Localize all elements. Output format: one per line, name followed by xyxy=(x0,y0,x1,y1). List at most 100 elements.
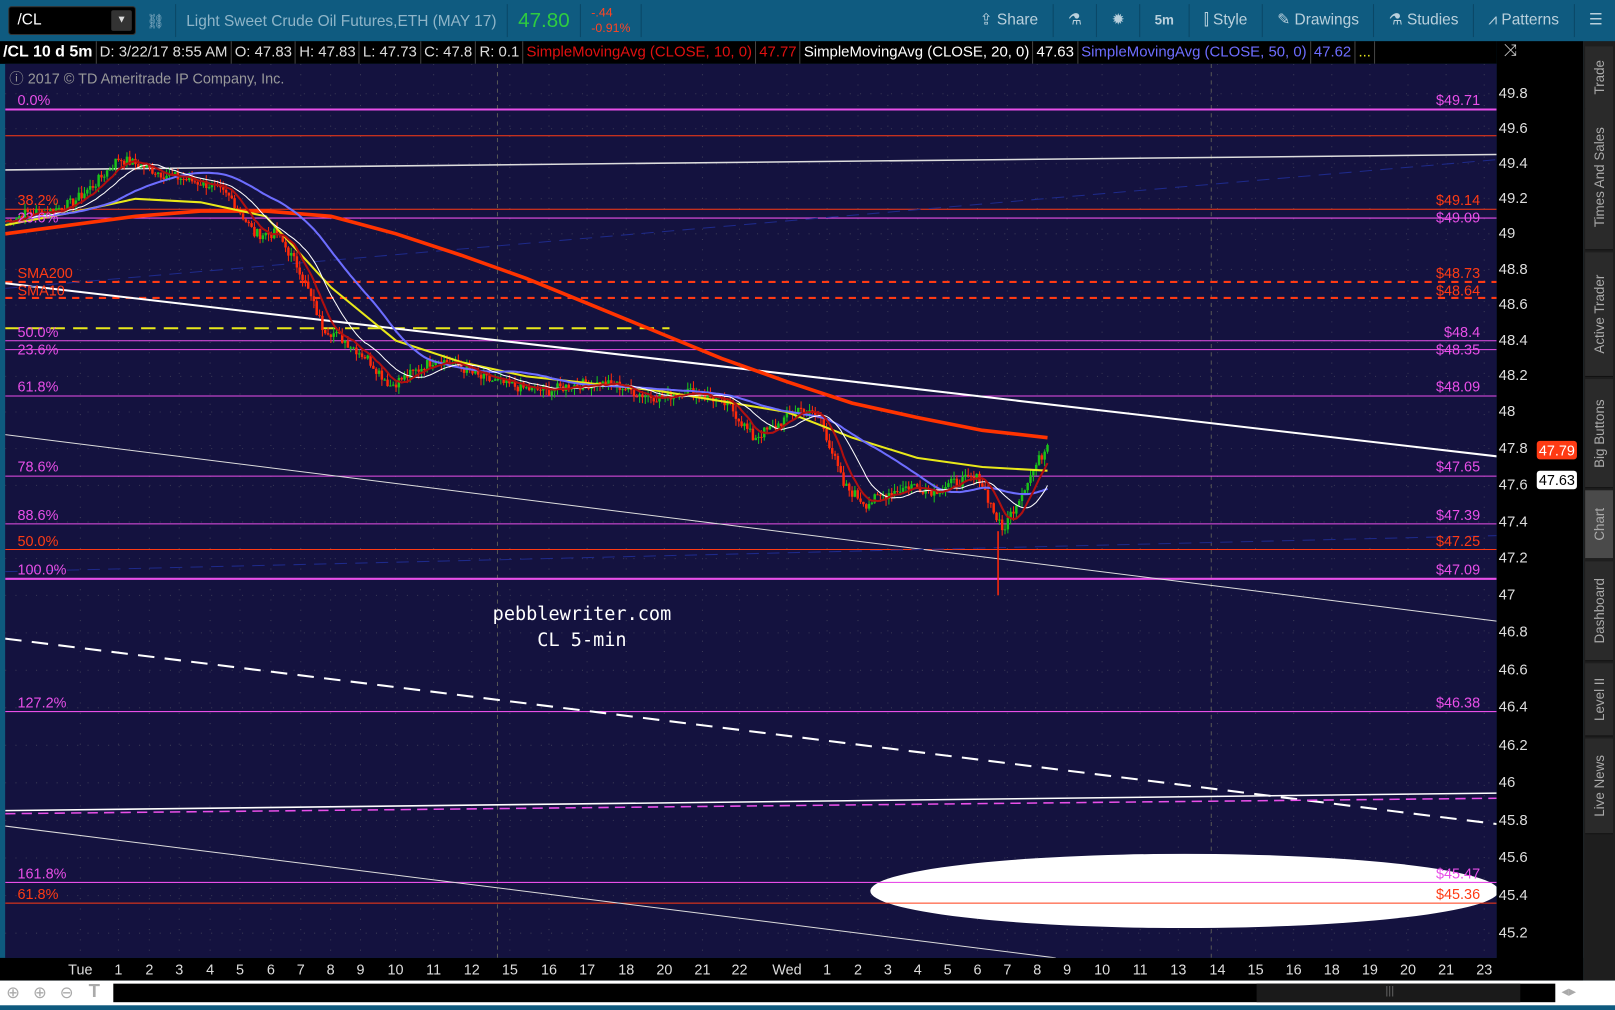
candle-body xyxy=(230,195,233,199)
level-label-right: $48.35 xyxy=(1435,340,1481,358)
sidebar-tab-dashboard[interactable]: Dashboard xyxy=(1585,561,1613,662)
interval-button[interactable]: 5m xyxy=(1154,12,1174,28)
candle-body xyxy=(584,379,588,385)
candle-body xyxy=(60,207,64,211)
text-tool-icon[interactable]: T xyxy=(88,980,100,1002)
candle-body xyxy=(955,478,959,486)
candle-body xyxy=(86,189,89,194)
settings-button[interactable]: ✹ xyxy=(1108,0,1129,41)
price-tick: 45.8 xyxy=(1498,812,1528,829)
sidebar-tab-active-trader[interactable]: Active Trader xyxy=(1585,252,1613,377)
info-icon: ⓘ xyxy=(9,70,28,87)
price-badge: 47.79 xyxy=(1536,441,1577,460)
candle-body xyxy=(321,315,324,331)
candle-body xyxy=(491,380,494,382)
candle-body xyxy=(329,334,333,337)
candle-body xyxy=(505,378,508,384)
sidebar-tab-chart[interactable]: Chart xyxy=(1585,490,1613,560)
scrollbar-thumb[interactable]: ||| xyxy=(1256,983,1521,1003)
candle-body xyxy=(479,374,483,379)
sidebar-tab-big-buttons[interactable]: Big Buttons xyxy=(1585,379,1613,489)
zoom-out-icon[interactable]: ⊖ xyxy=(59,984,74,1003)
chart-info-row: /CL 10 d 5m D: 3/22/17 8:55 AM O: 47.83 … xyxy=(0,41,1497,64)
symbol-selector[interactable]: /CL ▼ xyxy=(8,6,136,36)
level-label-right: $45.36 xyxy=(1435,885,1481,903)
candle-body xyxy=(689,388,692,390)
candle-body xyxy=(901,487,905,492)
time-axis[interactable]: Tue 1 2 3 4 5 6 7 8 9 10 11 12 15 16 17 18 20 21 22 Wed 1 2 3 4 5… xyxy=(0,957,1584,981)
zoom-in-icon[interactable]: ⊕ xyxy=(32,984,47,1003)
chevron-down-icon[interactable]: ▼ xyxy=(111,10,132,31)
studies-button[interactable]: ⚗ Studies xyxy=(1388,11,1459,29)
price-axis[interactable] xyxy=(1496,41,1584,981)
time-tick: 2 xyxy=(145,960,154,978)
candle-body xyxy=(474,370,477,374)
right-sidebar: Trade Times And Sales Active Trader Big But… xyxy=(1583,41,1615,981)
candle-body xyxy=(893,491,896,496)
candle-body xyxy=(304,280,307,282)
candle-body xyxy=(842,472,845,486)
candle-body xyxy=(270,234,273,239)
menu-button[interactable]: ☰ xyxy=(1585,0,1607,41)
time-tick: 4 xyxy=(913,960,922,978)
flask-button[interactable]: ⚗ xyxy=(1064,0,1086,41)
level-label-left: 88.6% xyxy=(17,506,59,523)
candle-body xyxy=(97,174,100,187)
candle-body xyxy=(944,486,947,490)
candle-body xyxy=(462,368,466,373)
candle-body xyxy=(510,381,514,384)
watermark-site: pebblewriter.com xyxy=(492,603,672,626)
sidebar-tab-level-ii[interactable]: Level II xyxy=(1585,663,1613,737)
sma20-label[interactable]: SimpleMovingAvg (CLOSE, 20, 0) xyxy=(801,41,1034,64)
chart-area[interactable]: ⓘ 2017 © TD Ameritrade IP Company, Inc. … xyxy=(5,63,1497,958)
candle-body xyxy=(154,173,157,175)
candle-body xyxy=(182,178,185,180)
level-label-right: $45.47 xyxy=(1435,864,1481,882)
candle-body xyxy=(227,192,231,196)
share-button[interactable]: ⇪ Share xyxy=(979,11,1039,29)
style-button[interactable]: ⫿ Style xyxy=(1203,11,1248,29)
candle-body xyxy=(105,170,109,177)
candle-body xyxy=(137,164,140,168)
price-chart xyxy=(5,63,1497,958)
candle-body xyxy=(100,174,103,178)
candle-body xyxy=(185,178,188,181)
level-label-left: SMA200 xyxy=(17,264,73,281)
time-tick: 1 xyxy=(823,960,832,978)
candle-body xyxy=(890,493,893,496)
candle-body xyxy=(547,388,551,396)
sma10-label[interactable]: SimpleMovingAvg (CLOSE, 10, 0) xyxy=(523,41,757,64)
candle-body xyxy=(632,390,636,397)
time-tick: 16 xyxy=(540,960,558,978)
sidebar-tab-times-and-sales[interactable]: Times And Sales xyxy=(1585,105,1613,251)
candle-body xyxy=(972,476,976,479)
candle-body xyxy=(193,181,197,183)
sidebar-tab-label: Times And Sales xyxy=(1591,127,1607,228)
candle-body xyxy=(482,373,486,379)
candle-body xyxy=(1046,445,1049,452)
level-label-left: 38.2% xyxy=(17,191,59,209)
link-icon[interactable]: ⛓ xyxy=(146,11,165,29)
candle-body xyxy=(949,478,953,484)
chart-scrollbar[interactable] xyxy=(113,983,1556,1003)
more-studies[interactable]: ... xyxy=(1355,41,1376,64)
candle-body xyxy=(746,423,749,429)
candle-body xyxy=(256,229,259,237)
patterns-button[interactable]: ⩘ Patterns xyxy=(1488,11,1559,29)
candle-body xyxy=(264,232,267,236)
sidebar-tab-trade[interactable]: Trade xyxy=(1585,46,1613,110)
candle-body xyxy=(66,199,69,211)
crosshair-icon[interactable]: ⊕ xyxy=(6,984,20,1003)
flask-icon: ⚗ xyxy=(1068,11,1082,29)
candle-body xyxy=(80,192,83,199)
sidebar-tab-live-news[interactable]: Live News xyxy=(1585,738,1613,835)
sma50-label[interactable]: SimpleMovingAvg (CLOSE, 50, 0) xyxy=(1078,41,1311,64)
sidebar-tab-label: Level II xyxy=(1591,677,1607,721)
drawings-button[interactable]: ✎ Drawings xyxy=(1277,11,1359,29)
candle-body xyxy=(924,488,927,494)
expand-icon[interactable]: ⤨ xyxy=(1503,42,1517,60)
highlight-ellipse xyxy=(870,853,1497,929)
candle-body xyxy=(706,393,709,399)
expand-horizontal-icon[interactable]: ◂▸ xyxy=(1561,982,1576,1000)
candle-body xyxy=(876,494,879,496)
